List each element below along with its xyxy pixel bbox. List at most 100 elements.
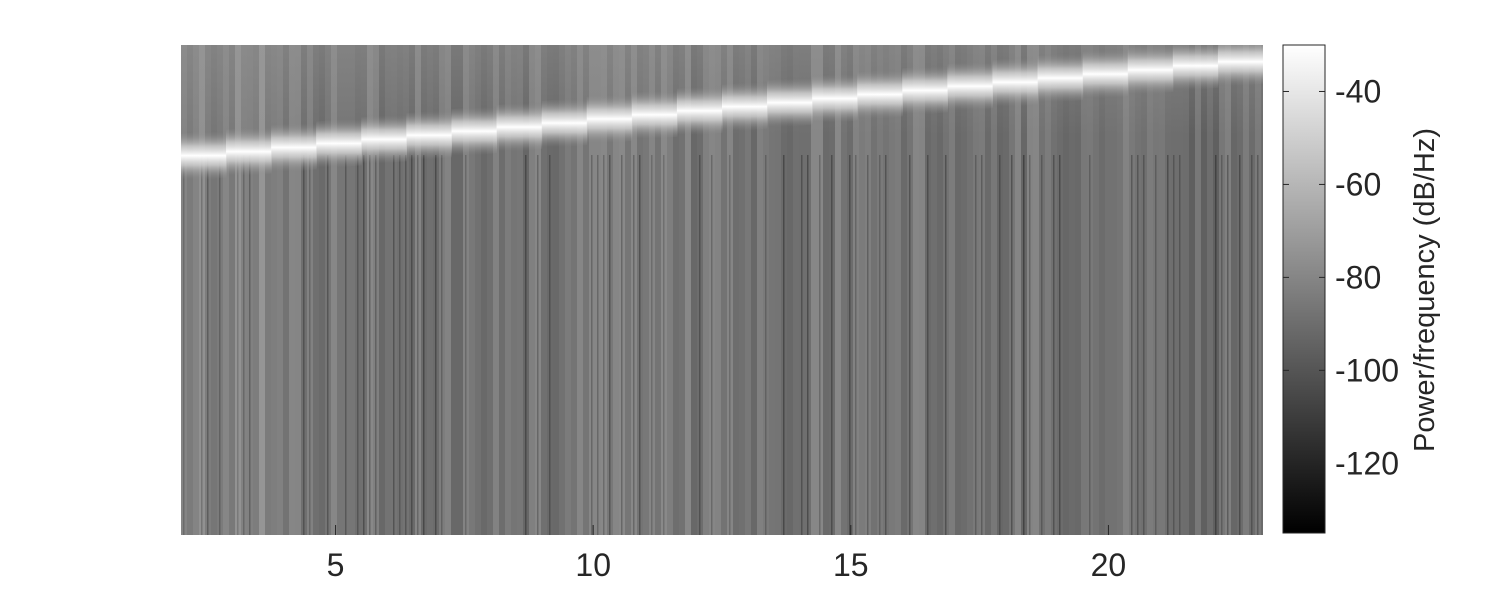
spectrogram-column-streak xyxy=(1167,155,1169,535)
spectrogram-column xyxy=(445,45,451,535)
spectrogram-column-streak xyxy=(1227,155,1229,535)
spectrogram-column xyxy=(541,45,547,535)
spectrogram-column xyxy=(757,45,763,535)
spectrogram-column-streak xyxy=(699,155,701,535)
spectrogram-column xyxy=(919,45,925,535)
spectrogram-column-streak xyxy=(243,155,245,535)
spectrogram-column xyxy=(871,45,877,535)
spectrogram-column xyxy=(187,45,193,535)
spectrogram-column-streak xyxy=(537,155,539,535)
spectrogram-column-streak xyxy=(207,155,209,535)
spectrogram-column-streak xyxy=(1251,155,1253,535)
spectrogram-column xyxy=(991,45,997,535)
spectrogram-column-streak xyxy=(1029,155,1031,535)
spectrogram-column-streak xyxy=(201,155,203,535)
spectrogram-column-streak xyxy=(441,155,443,535)
spectrogram-column xyxy=(1243,45,1249,535)
spectrogram-column-streak xyxy=(711,155,713,535)
chirp-ridge-segment xyxy=(226,125,272,178)
spectrogram-column-streak xyxy=(1041,155,1043,535)
chirp-ridge-segment xyxy=(541,96,588,150)
spectrogram-column-streak xyxy=(1215,155,1217,535)
spectrogram-column-streak xyxy=(549,155,551,535)
chirp-ridge-segment xyxy=(181,129,227,182)
spectrogram-column xyxy=(823,45,829,535)
spectrogram-column-streak xyxy=(597,155,599,535)
spectrogram-column xyxy=(949,45,955,535)
spectrogram-column-streak xyxy=(663,155,665,535)
spectrogram-column-streak xyxy=(1239,155,1241,535)
spectrogram-column-streak xyxy=(729,155,731,535)
chirp-ridge-segment xyxy=(316,117,362,170)
spectrogram-column xyxy=(193,45,199,535)
spectrogram-column-streak xyxy=(1011,155,1013,535)
spectrogram-column xyxy=(811,45,817,535)
chirp-ridge-segment xyxy=(1217,45,1263,88)
spectrogram-column-streak xyxy=(831,155,833,535)
spectrogram-column xyxy=(667,45,673,535)
spectrogram-column xyxy=(967,45,973,535)
spectrogram-column xyxy=(1117,45,1123,535)
spectrogram-column xyxy=(1063,45,1069,535)
spectrogram-column xyxy=(1159,45,1165,535)
spectrogram-column-streak xyxy=(765,155,767,535)
colorbar-tick-label: -80 xyxy=(1335,259,1381,295)
spectrogram-column xyxy=(283,45,289,535)
spectrogram-column xyxy=(379,45,385,535)
colorbar-ticks: -40 -60 -80 -100 -120 xyxy=(1283,73,1399,481)
spectrogram-column-streak xyxy=(783,155,785,535)
spectrogram-column xyxy=(265,45,271,535)
spectrogram-column xyxy=(1093,45,1099,535)
spectrogram-column xyxy=(223,45,229,535)
spectrogram-column xyxy=(625,45,631,535)
spectrogram-column-streak xyxy=(363,155,365,535)
spectrogram-column-streak xyxy=(183,155,185,535)
spectrogram-column-streak xyxy=(885,155,887,535)
spectrogram-column xyxy=(337,45,343,535)
spectrogram-column xyxy=(931,45,937,535)
spectrogram-column xyxy=(211,45,217,535)
spectrogram-column-streak xyxy=(801,155,803,535)
chirp-ridge-segment xyxy=(496,101,543,154)
chirp-ridge-segment xyxy=(1127,45,1174,96)
spectrogram-column xyxy=(229,45,235,535)
spectrogram-column xyxy=(571,45,577,535)
spectrogram-column xyxy=(1105,45,1111,535)
spectrogram-column-streak xyxy=(303,155,305,535)
spectrogram-column xyxy=(271,45,277,535)
spectrogram-column-streak xyxy=(1089,155,1091,535)
chirp-ridge-segment xyxy=(767,76,813,129)
spectrogram-column xyxy=(1003,45,1009,535)
spectrogram-column xyxy=(385,45,391,535)
spectrogram-column xyxy=(517,45,523,535)
chirp-ridge-segment xyxy=(586,92,633,145)
spectrogram-column xyxy=(679,45,685,535)
spectrogram-column xyxy=(985,45,991,535)
x-tick-label: 15 xyxy=(833,547,869,583)
spectrogram-column-streak xyxy=(927,155,929,535)
spectrogram-column-streak xyxy=(1023,155,1025,535)
spectrogram-column-streak xyxy=(465,155,467,535)
spectrogram-column xyxy=(565,45,571,535)
spectrogram-column xyxy=(1081,45,1087,535)
spectrogram-column xyxy=(469,45,475,535)
spectrogram-column-streak xyxy=(345,155,347,535)
chirp-ridge-segment xyxy=(361,113,407,166)
spectrogram-column xyxy=(769,45,775,535)
chirp-ridge-segment xyxy=(992,56,1039,109)
spectrogram-column xyxy=(841,45,847,535)
spectrogram-column-streak xyxy=(879,155,881,535)
spectrogram-column-streak xyxy=(591,155,593,535)
spectrogram-column-streak xyxy=(609,155,611,535)
spectrogram-column-streak xyxy=(357,155,359,535)
spectrogram-column-streak xyxy=(309,155,311,535)
spectrogram-column-streak xyxy=(1155,155,1157,535)
spectrogram-column xyxy=(1069,45,1075,535)
colorbar-tick-label: -40 xyxy=(1335,73,1381,109)
spectrogram-column xyxy=(691,45,697,535)
spectrogram-column xyxy=(685,45,691,535)
spectrogram-column xyxy=(655,45,661,535)
spectrogram-column-streak xyxy=(405,155,407,535)
spectrogram-column xyxy=(775,45,781,535)
spectrogram-column xyxy=(253,45,259,535)
